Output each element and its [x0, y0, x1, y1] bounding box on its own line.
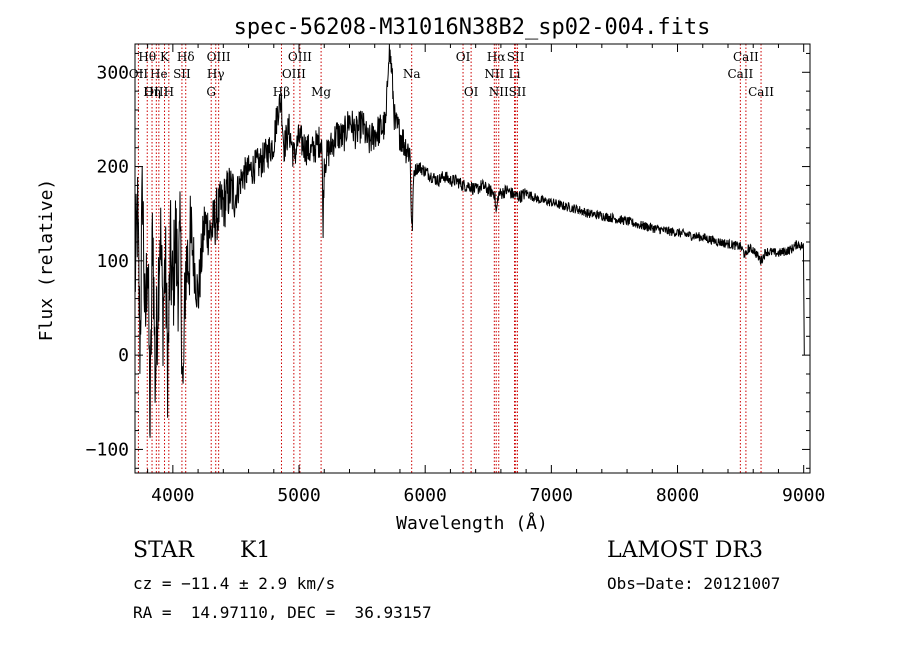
line-marker-label: NII [489, 85, 509, 99]
object-subclass: K1 [240, 538, 271, 563]
line-marker-label: OIII [207, 50, 231, 64]
line-marker-label: He [150, 67, 168, 81]
line-marker-label: Hα [487, 50, 506, 64]
line-marker-label: CaII [727, 67, 753, 81]
x-tick-label: 5000 [277, 485, 320, 506]
chart-title: spec-56208-M31016N38B2_sp02-004.fits [234, 15, 711, 40]
line-marker-label: Hθ [138, 50, 156, 64]
line-marker-label: OI [456, 50, 471, 64]
line-marker-label: OII [129, 67, 149, 81]
line-marker-label: CaII [733, 50, 759, 64]
x-axis-label: Wavelength (Å) [396, 512, 548, 534]
x-tick-label: 4000 [151, 485, 194, 506]
spectrum-line [134, 43, 805, 438]
y-tick-label: −100 [86, 439, 129, 460]
y-tick-label: 200 [96, 157, 129, 178]
line-marker-label: OIII [288, 50, 312, 64]
x-tick-label: 8000 [656, 485, 699, 506]
obs-date: Obs−Date: 20121007 [607, 574, 781, 593]
coordinates: RA = 14.97110, DEC = 36.93157 [133, 603, 432, 622]
x-tick-label: 9000 [782, 485, 825, 506]
line-marker-label: OIII [144, 85, 168, 99]
plot-frame [134, 43, 811, 474]
line-marker-label: NII [484, 67, 504, 81]
redshift-readout: cz = −11.4 ± 2.9 km/s [133, 574, 336, 593]
y-tick-label: 100 [96, 251, 129, 272]
line-marker-label: Hβ [273, 85, 290, 99]
line-marker-label: Mg [311, 85, 331, 99]
line-marker-label: Hδ [177, 50, 195, 64]
line-marker-label: K [160, 50, 170, 64]
line-marker-label: Na [403, 67, 421, 81]
object-class: STAR [133, 538, 194, 563]
line-marker-label: Li [509, 67, 521, 81]
line-marker-label: OIII [282, 67, 306, 81]
line-marker-label: CaII [748, 85, 774, 99]
line-marker-label: SII [509, 85, 527, 99]
y-tick-label: 0 [118, 345, 129, 366]
line-marker-label: Hη [143, 85, 161, 99]
line-marker-label: SII [507, 50, 525, 64]
line-marker-label: OI [464, 85, 479, 99]
line-marker-label: G [206, 85, 216, 99]
line-marker-label: SII [173, 67, 191, 81]
line-marker-label: Hγ [207, 67, 225, 81]
y-tick-label: 300 [96, 62, 129, 83]
line-marker-label: H [164, 85, 174, 99]
x-tick-label: 7000 [530, 485, 573, 506]
survey-name: LAMOST DR3 [607, 538, 763, 563]
y-axis-label: Flux (relative) [36, 179, 57, 342]
x-tick-label: 6000 [404, 485, 447, 506]
